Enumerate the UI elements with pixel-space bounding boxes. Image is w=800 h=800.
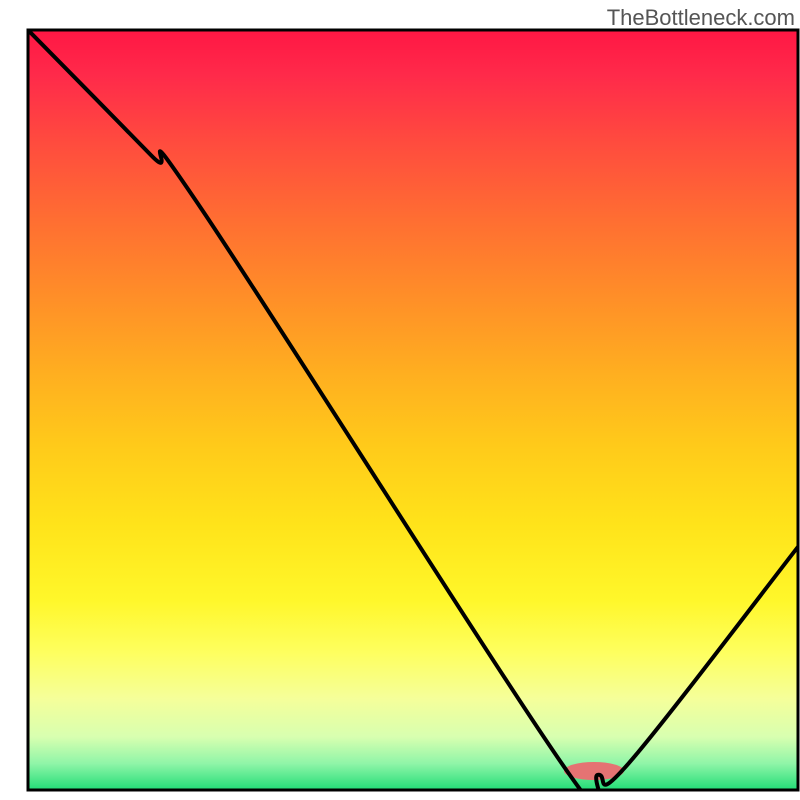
gradient-background	[28, 30, 798, 790]
plot-area	[28, 30, 798, 800]
attribution-text: TheBottleneck.com	[607, 5, 795, 30]
